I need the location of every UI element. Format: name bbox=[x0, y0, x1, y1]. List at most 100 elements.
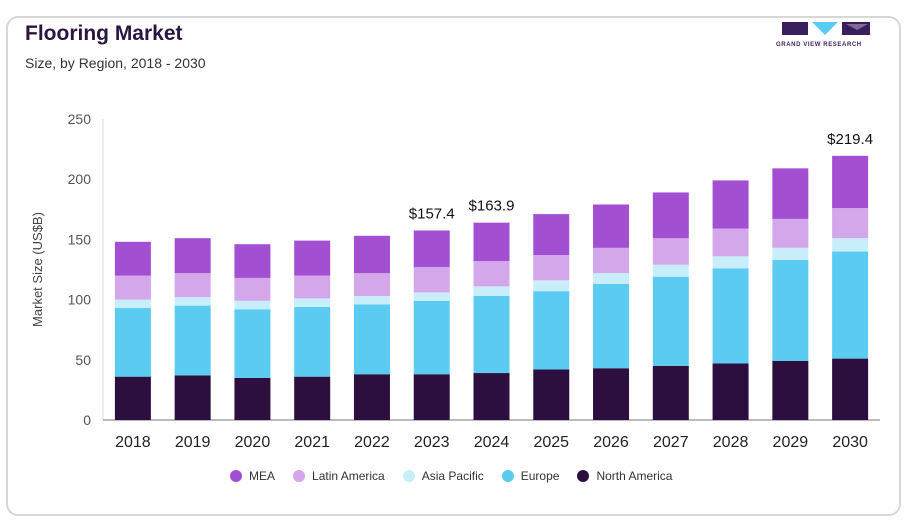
bar-segment-mea bbox=[712, 180, 749, 229]
bar-segment-north-america bbox=[652, 365, 689, 420]
bar-segment-europe bbox=[533, 291, 570, 370]
legend-item-asia-pacific: Asia Pacific bbox=[402, 469, 484, 483]
bar-segment-north-america bbox=[234, 377, 271, 420]
bar-segment-europe bbox=[772, 259, 809, 362]
bar-segment-latin-america bbox=[832, 208, 869, 239]
chart-legend: MEA Latin America Asia Pacific Europe North … bbox=[230, 469, 672, 483]
bar-segment-europe bbox=[234, 309, 271, 378]
bar-segment-north-america bbox=[712, 363, 749, 420]
bar-segment-europe bbox=[413, 300, 450, 375]
chart-subtitle: Size, by Region, 2018 - 2030 bbox=[25, 55, 206, 71]
bar-segment-europe bbox=[832, 251, 869, 359]
bar-segment-mea bbox=[593, 204, 630, 248]
bar-segment-north-america bbox=[832, 358, 869, 420]
legend-item-mea: MEA bbox=[230, 469, 275, 483]
data-label: $157.4 bbox=[409, 205, 455, 222]
bar-segment-asia-pacific bbox=[294, 298, 331, 307]
bar-segment-north-america bbox=[413, 374, 450, 420]
bar-segment-europe bbox=[473, 295, 510, 374]
bar-segment-latin-america bbox=[652, 238, 689, 265]
bar-segment-europe bbox=[593, 283, 630, 369]
y-tick-label: 50 bbox=[75, 352, 91, 368]
bar-segment-mea bbox=[832, 155, 869, 209]
bar-segment-asia-pacific bbox=[234, 300, 271, 310]
logo-text: GRAND VIEW RESEARCH bbox=[776, 42, 862, 48]
legend-label: Asia Pacific bbox=[421, 469, 484, 483]
x-tick-label: 2026 bbox=[593, 434, 629, 451]
bar-segment-mea bbox=[473, 222, 510, 262]
x-tick-label: 2023 bbox=[414, 434, 450, 451]
bar-segment-asia-pacific bbox=[114, 299, 151, 309]
legend-label: Europe bbox=[520, 469, 560, 483]
y-tick-label: 200 bbox=[68, 171, 92, 187]
x-tick-label: 2019 bbox=[175, 434, 211, 451]
y-tick-label: 100 bbox=[68, 292, 92, 308]
bar-segment-mea bbox=[174, 238, 211, 274]
bar-segment-asia-pacific bbox=[353, 295, 390, 305]
bar-segment-europe bbox=[114, 308, 151, 377]
legend-label: North America bbox=[596, 469, 673, 483]
data-label: $163.9 bbox=[469, 198, 515, 215]
bar-segment-north-america bbox=[533, 369, 570, 420]
bar-segment-asia-pacific bbox=[473, 286, 510, 296]
bar-segment-mea bbox=[533, 214, 570, 256]
bar-segment-north-america bbox=[593, 368, 630, 420]
bar-segment-latin-america bbox=[413, 267, 450, 293]
bar-segment-mea bbox=[234, 244, 271, 278]
bar-segment-latin-america bbox=[294, 275, 331, 299]
bar-segment-latin-america bbox=[353, 273, 390, 296]
bar-segment-mea bbox=[652, 192, 689, 239]
x-tick-label: 2025 bbox=[533, 434, 569, 451]
legend-label: Latin America bbox=[312, 469, 385, 483]
x-tick-label: 2027 bbox=[653, 434, 689, 451]
x-tick-label: 2024 bbox=[474, 434, 510, 451]
bar-segment-mea bbox=[413, 230, 450, 268]
legend-swatch bbox=[501, 470, 514, 482]
legend-swatch bbox=[230, 470, 242, 482]
legend-swatch bbox=[402, 470, 415, 482]
bar-segment-latin-america bbox=[772, 218, 809, 248]
legend-label: MEA bbox=[249, 469, 276, 483]
legend-item-north-america: North America bbox=[577, 469, 672, 483]
y-axis-label: Market Size (US$B) bbox=[30, 212, 45, 327]
data-label: $219.4 bbox=[827, 131, 873, 148]
bar-segment-europe bbox=[652, 276, 689, 366]
bar-segment-north-america bbox=[294, 376, 331, 420]
bar-segment-europe bbox=[174, 305, 211, 376]
y-tick-label: 250 bbox=[68, 111, 92, 127]
bar-segment-asia-pacific bbox=[832, 238, 869, 252]
y-tick-label: 150 bbox=[68, 231, 92, 247]
bar-segment-latin-america bbox=[114, 275, 151, 300]
bar-segment-mea bbox=[772, 168, 809, 219]
bar-segment-mea bbox=[294, 240, 331, 276]
legend-item-latin-america: Latin America bbox=[293, 469, 385, 483]
bar-segment-europe bbox=[353, 304, 390, 375]
legend-item-europe: Europe bbox=[501, 469, 560, 483]
bar-segment-mea bbox=[114, 241, 151, 276]
bar-segment-north-america bbox=[473, 373, 510, 420]
bar-segment-asia-pacific bbox=[593, 273, 630, 284]
bar-segment-latin-america bbox=[533, 255, 570, 281]
bar-segment-asia-pacific bbox=[712, 256, 749, 269]
bar-segment-mea bbox=[353, 235, 390, 274]
bar-segment-latin-america bbox=[234, 277, 271, 301]
chart-title: Flooring Market bbox=[25, 22, 183, 45]
y-tick-label: 0 bbox=[83, 412, 91, 428]
bar-segment-latin-america bbox=[473, 261, 510, 287]
bar-segment-north-america bbox=[353, 374, 390, 420]
bar-segment-latin-america bbox=[593, 247, 630, 274]
bar-segment-asia-pacific bbox=[772, 247, 809, 260]
x-tick-label: 2022 bbox=[354, 434, 390, 451]
chart-card bbox=[6, 16, 901, 516]
x-tick-label: 2030 bbox=[832, 434, 868, 451]
x-tick-label: 2018 bbox=[115, 434, 151, 451]
legend-swatch bbox=[577, 470, 590, 482]
bar-segment-north-america bbox=[114, 376, 151, 420]
bar-segment-asia-pacific bbox=[652, 264, 689, 277]
bar-segment-asia-pacific bbox=[174, 297, 211, 306]
bar-segment-north-america bbox=[174, 375, 211, 420]
grand-view-research-logo-icon bbox=[782, 22, 870, 35]
bar-segment-north-america bbox=[772, 361, 809, 420]
bar-segment-asia-pacific bbox=[533, 280, 570, 292]
